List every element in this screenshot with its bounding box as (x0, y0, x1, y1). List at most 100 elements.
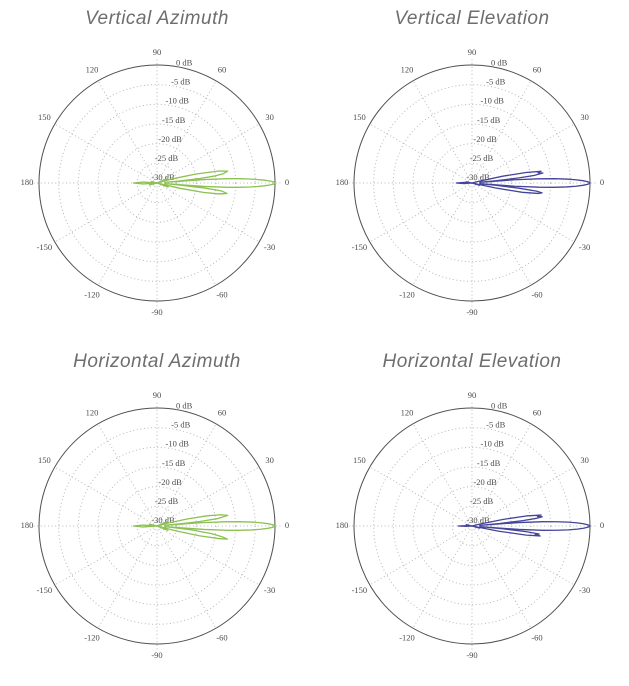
chart-title-horizontal-azimuth: Horizontal Azimuth (73, 351, 241, 372)
grid-ring (77, 446, 237, 606)
db-tick-label: -5 dB (171, 420, 190, 430)
polar-plot-vertical-azimuth: 90 60 30 0 -30 -60 -90 -120 -150 180 150 120 0 dB -5 … (0, 36, 314, 343)
angle-tick-label: 150 (38, 112, 51, 122)
db-tick-label: -5 dB (171, 77, 190, 87)
angle-tick-label: 30 (580, 112, 589, 122)
angle-tick-label: -30 (579, 242, 590, 252)
db-tick-label: -25 dB (470, 153, 494, 163)
angle-tick-label: 60 (533, 64, 542, 74)
grid-ring (432, 143, 512, 223)
angle-tick-label: -120 (399, 633, 415, 643)
angle-tick-label: -60 (216, 290, 227, 300)
db-tick-label: -10 dB (166, 439, 190, 449)
db-tick-label: 0 dB (176, 401, 193, 411)
grid-spoke (412, 182, 473, 286)
grid-ring (392, 446, 552, 606)
grid-ring (97, 123, 217, 243)
db-tick-label: -5 dB (486, 77, 505, 87)
angle-tick-label: 180 (21, 520, 34, 530)
polar-chart-canvas: 90 60 30 0 -30 -60 -90 -120 -150 180 150 120 0 dB -5 … (21, 390, 290, 660)
grid-ring (412, 123, 532, 243)
angle-tick-label: 30 (265, 112, 274, 122)
grid-ring (451, 162, 493, 204)
angle-tick-label: -30 (579, 585, 590, 595)
grid-spoke (54, 182, 158, 243)
grid-ring (58, 427, 256, 625)
angle-tick-label: 60 (218, 64, 227, 74)
db-tick-label: 0 dB (491, 401, 508, 411)
chart-vertical-azimuth: Vertical Azimuth 90 60 30 0 -30 -60 -90 -120 -15… (0, 0, 314, 343)
grid-ring (392, 103, 552, 263)
angle-tick-label: 30 (580, 455, 589, 465)
grid-ring (77, 103, 237, 263)
db-tick-label: -30 dB (466, 172, 490, 182)
angle-tick-label: 120 (86, 407, 99, 417)
grid-spoke (97, 525, 158, 629)
angle-tick-label: -90 (466, 650, 477, 660)
db-tick-label: -25 dB (155, 496, 179, 506)
angle-tick-label: -90 (151, 650, 162, 660)
grid-spoke (97, 80, 158, 184)
grid-spoke (412, 423, 473, 527)
chart-title-vertical-elevation: Vertical Elevation (394, 8, 550, 29)
db-tick-label: -30 dB (151, 172, 175, 182)
grid-ring (58, 84, 256, 282)
angle-tick-label: 150 (353, 455, 366, 465)
grid-spoke (97, 182, 158, 286)
angle-tick-label: -120 (399, 290, 415, 300)
db-tick-label: 0 dB (176, 58, 193, 68)
angle-tick-label: -30 (264, 585, 275, 595)
db-tick-label: -10 dB (166, 96, 190, 106)
chart-horizontal-elevation: Horizontal Elevation 90 60 30 0 -30 -60 -90 -12… (315, 343, 629, 686)
grid-ring (451, 505, 493, 547)
angle-tick-label: 0 (600, 520, 604, 530)
db-tick-label: -15 dB (477, 458, 501, 468)
grid-ring (117, 143, 197, 223)
chart-horizontal-azimuth: Horizontal Azimuth 90 60 30 0 -30 -60 -90 -120 -… (0, 343, 314, 686)
angle-tick-label: 90 (468, 47, 477, 57)
db-tick-label: 0 dB (491, 58, 508, 68)
grid-ring (117, 486, 197, 566)
db-tick-label: -30 dB (466, 515, 490, 525)
angle-tick-label: 90 (153, 390, 162, 400)
db-tick-label: -30 dB (151, 515, 175, 525)
angle-tick-label: -150 (352, 242, 368, 252)
angle-tick-label: -60 (531, 633, 542, 643)
grid-spoke (412, 80, 473, 184)
db-tick-label: -25 dB (155, 153, 179, 163)
db-tick-label: -15 dB (162, 458, 186, 468)
polar-chart-canvas: 90 60 30 0 -30 -60 -90 -120 -150 180 150 120 0 dB -5 … (21, 47, 290, 317)
horizontal-azimuth-gain-pattern-curve (132, 514, 276, 540)
angle-tick-label: 0 (285, 177, 289, 187)
angle-tick-label: 60 (218, 407, 227, 417)
angle-tick-label: -60 (216, 633, 227, 643)
db-tick-label: -10 dB (481, 439, 505, 449)
angle-tick-label: 90 (468, 390, 477, 400)
grid-spoke (412, 525, 473, 629)
angle-tick-label: -120 (84, 633, 100, 643)
angle-tick-label: 0 (285, 520, 289, 530)
angle-tick-label: -120 (84, 290, 100, 300)
grid-spoke (156, 525, 260, 586)
grid-ring (97, 466, 217, 586)
grid-ring (373, 427, 571, 625)
grid-spoke (369, 182, 473, 243)
angle-tick-label: 120 (86, 64, 99, 74)
angle-tick-label: -60 (531, 290, 542, 300)
db-tick-label: -25 dB (470, 496, 494, 506)
angle-tick-label: 150 (38, 455, 51, 465)
grid-ring (432, 486, 512, 566)
angle-tick-label: 90 (153, 47, 162, 57)
chart-title-vertical-azimuth: Vertical Azimuth (85, 8, 229, 29)
angle-tick-label: -150 (37, 242, 53, 252)
db-tick-label: -15 dB (477, 115, 501, 125)
grid-spoke (54, 123, 158, 184)
db-tick-label: -10 dB (481, 96, 505, 106)
db-tick-label: -15 dB (162, 115, 186, 125)
grid-spoke (97, 423, 158, 527)
grid-spoke (54, 525, 158, 586)
angle-tick-label: 120 (401, 64, 414, 74)
grid-spoke (369, 525, 473, 586)
grid-spoke (369, 466, 473, 527)
